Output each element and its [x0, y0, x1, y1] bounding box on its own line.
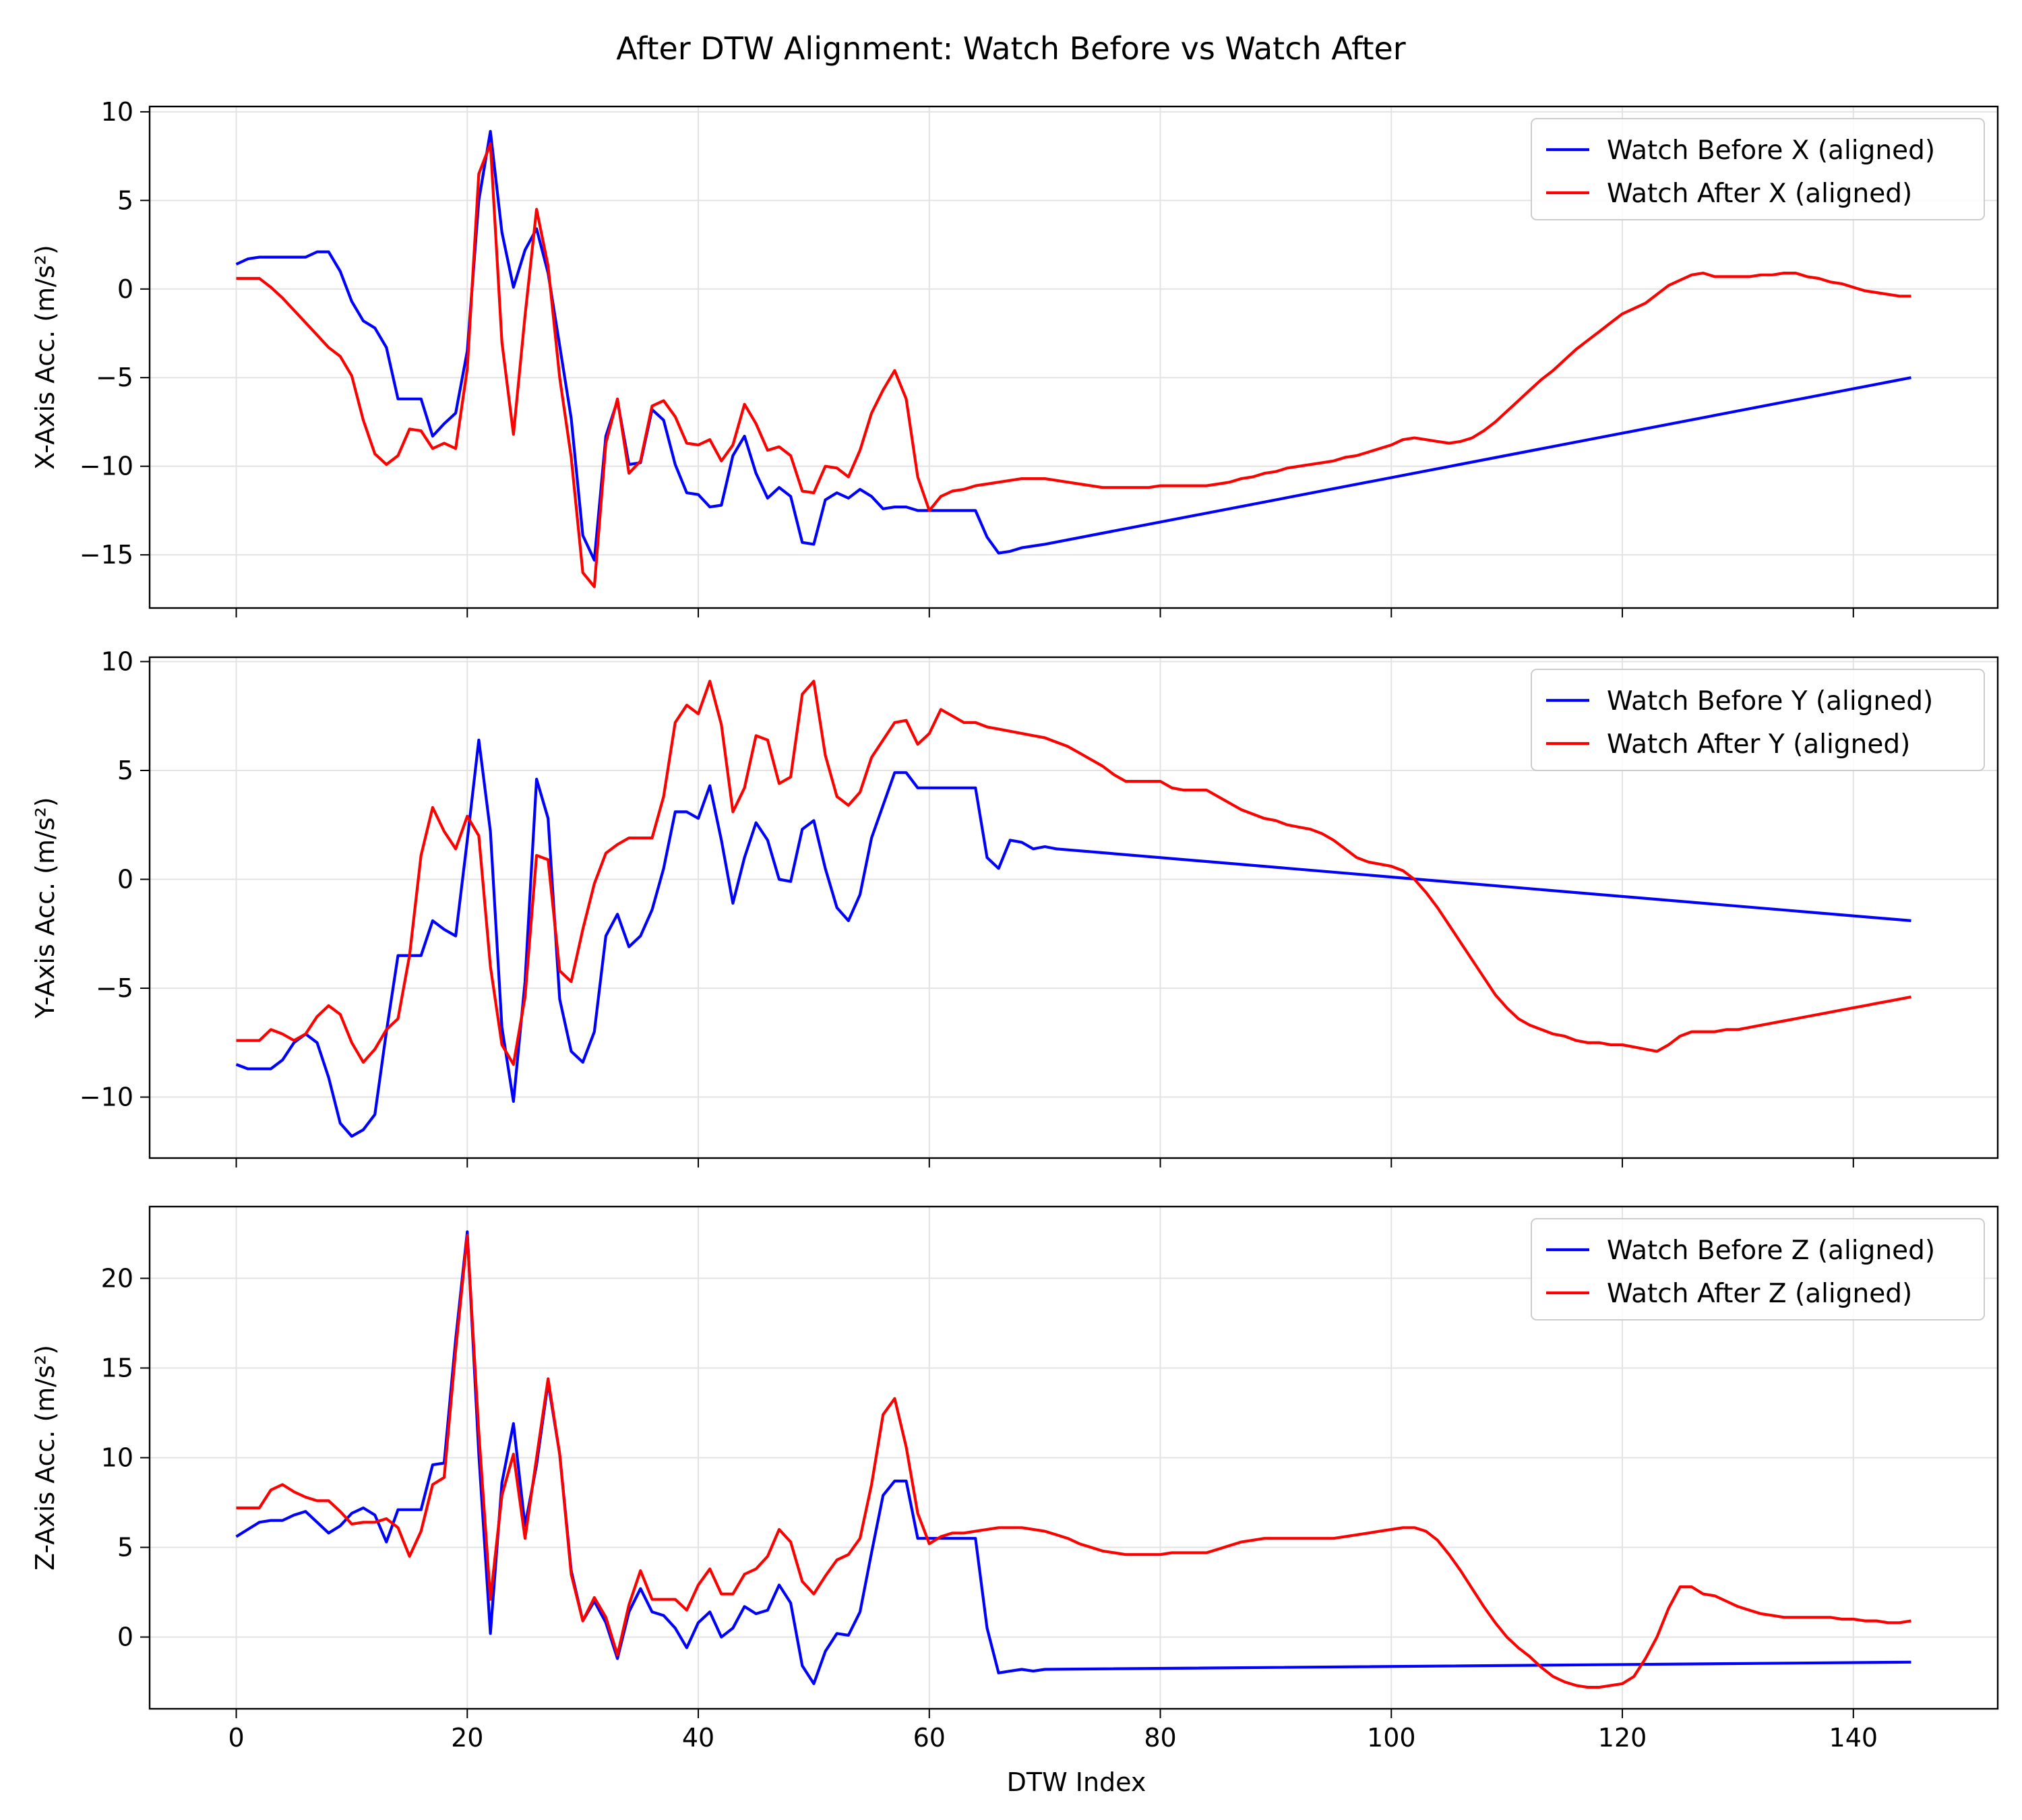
legend-box [1531, 118, 1985, 220]
y-tick-label: 0 [117, 274, 133, 304]
y-axis-label: X-Axis Acc. (m/s²) [30, 245, 60, 470]
y-tick-label: 10 [101, 646, 133, 676]
y-axis-label: Y-Axis Acc. (m/s²) [30, 797, 60, 1019]
legend-box [1531, 1218, 1985, 1321]
legend-label: Watch After X (aligned) [1607, 179, 1912, 209]
subplot-2: −10 −5 0 5 10 Y-Axis Acc. (m/s²) Watch Before … [30, 646, 1999, 1167]
y-tick-label: −15 [80, 540, 133, 570]
y-tick-label: 20 [101, 1263, 133, 1293]
y-tick-label: −5 [96, 363, 133, 392]
x-tick-label: 20 [451, 1723, 483, 1753]
chart-title: After DTW Alignment: Watch Before vs Wat… [616, 30, 1406, 67]
series-line-before [235, 738, 1911, 1138]
x-tick-label: 80 [1144, 1723, 1176, 1753]
subplot-1: −15 −10 −5 0 5 10 X-Axis Acc. (m/s²) Watch Befo… [30, 97, 1999, 617]
subplot-3: 0 20 40 60 80 100 120 140 0 5 10 15 20 Z-Axis Acc. (m… [30, 1205, 1999, 1753]
legend-label: Watch Before Z (aligned) [1607, 1236, 1935, 1266]
y-tick-label: 0 [117, 865, 133, 894]
legend: Watch Before Z (aligned) Watch After Z (a… [1531, 1218, 1985, 1321]
y-tick-label: −5 [96, 973, 133, 1003]
x-tick-label: 60 [913, 1723, 946, 1753]
x-tick-label: 0 [228, 1723, 244, 1753]
y-tick-label: 5 [117, 1533, 133, 1563]
legend-box [1531, 669, 1985, 771]
x-tick-label: 120 [1598, 1723, 1647, 1753]
legend-label: Watch After Y (aligned) [1607, 729, 1910, 760]
legend: Watch Before X (aligned) Watch After X (a… [1531, 118, 1985, 220]
y-tick-label: 10 [101, 1443, 133, 1473]
plot-frame [148, 1205, 1999, 1710]
series-line-after [236, 1234, 1911, 1689]
x-tick-label: 40 [682, 1723, 714, 1753]
legend: Watch Before Y (aligned) Watch After Y (a… [1531, 669, 1985, 771]
y-axis-label: Z-Axis Acc. (m/s²) [30, 1345, 60, 1571]
legend-label: Watch Before Y (aligned) [1607, 686, 1933, 717]
plot-frame [148, 656, 1999, 1159]
y-tick-label: 15 [101, 1353, 133, 1383]
series-line-before [235, 1230, 1911, 1685]
x-tick-label: 100 [1367, 1723, 1416, 1753]
y-tick-label: 0 [117, 1622, 133, 1652]
y-tick-label: −10 [80, 452, 133, 481]
legend-label: Watch Before X (aligned) [1607, 135, 1935, 166]
series-line-after [236, 142, 1911, 588]
y-tick-label: 5 [117, 185, 133, 215]
series-line-after [236, 679, 1911, 1066]
x-axis-label: DTW Index [1007, 1767, 1146, 1797]
y-tick-label: −10 [80, 1083, 133, 1112]
y-tick-label: 10 [101, 97, 133, 127]
y-tick-label: 5 [117, 756, 133, 785]
legend-label: Watch After Z (aligned) [1607, 1279, 1912, 1309]
plot-frame [148, 105, 1999, 609]
x-tick-label: 140 [1829, 1723, 1878, 1753]
